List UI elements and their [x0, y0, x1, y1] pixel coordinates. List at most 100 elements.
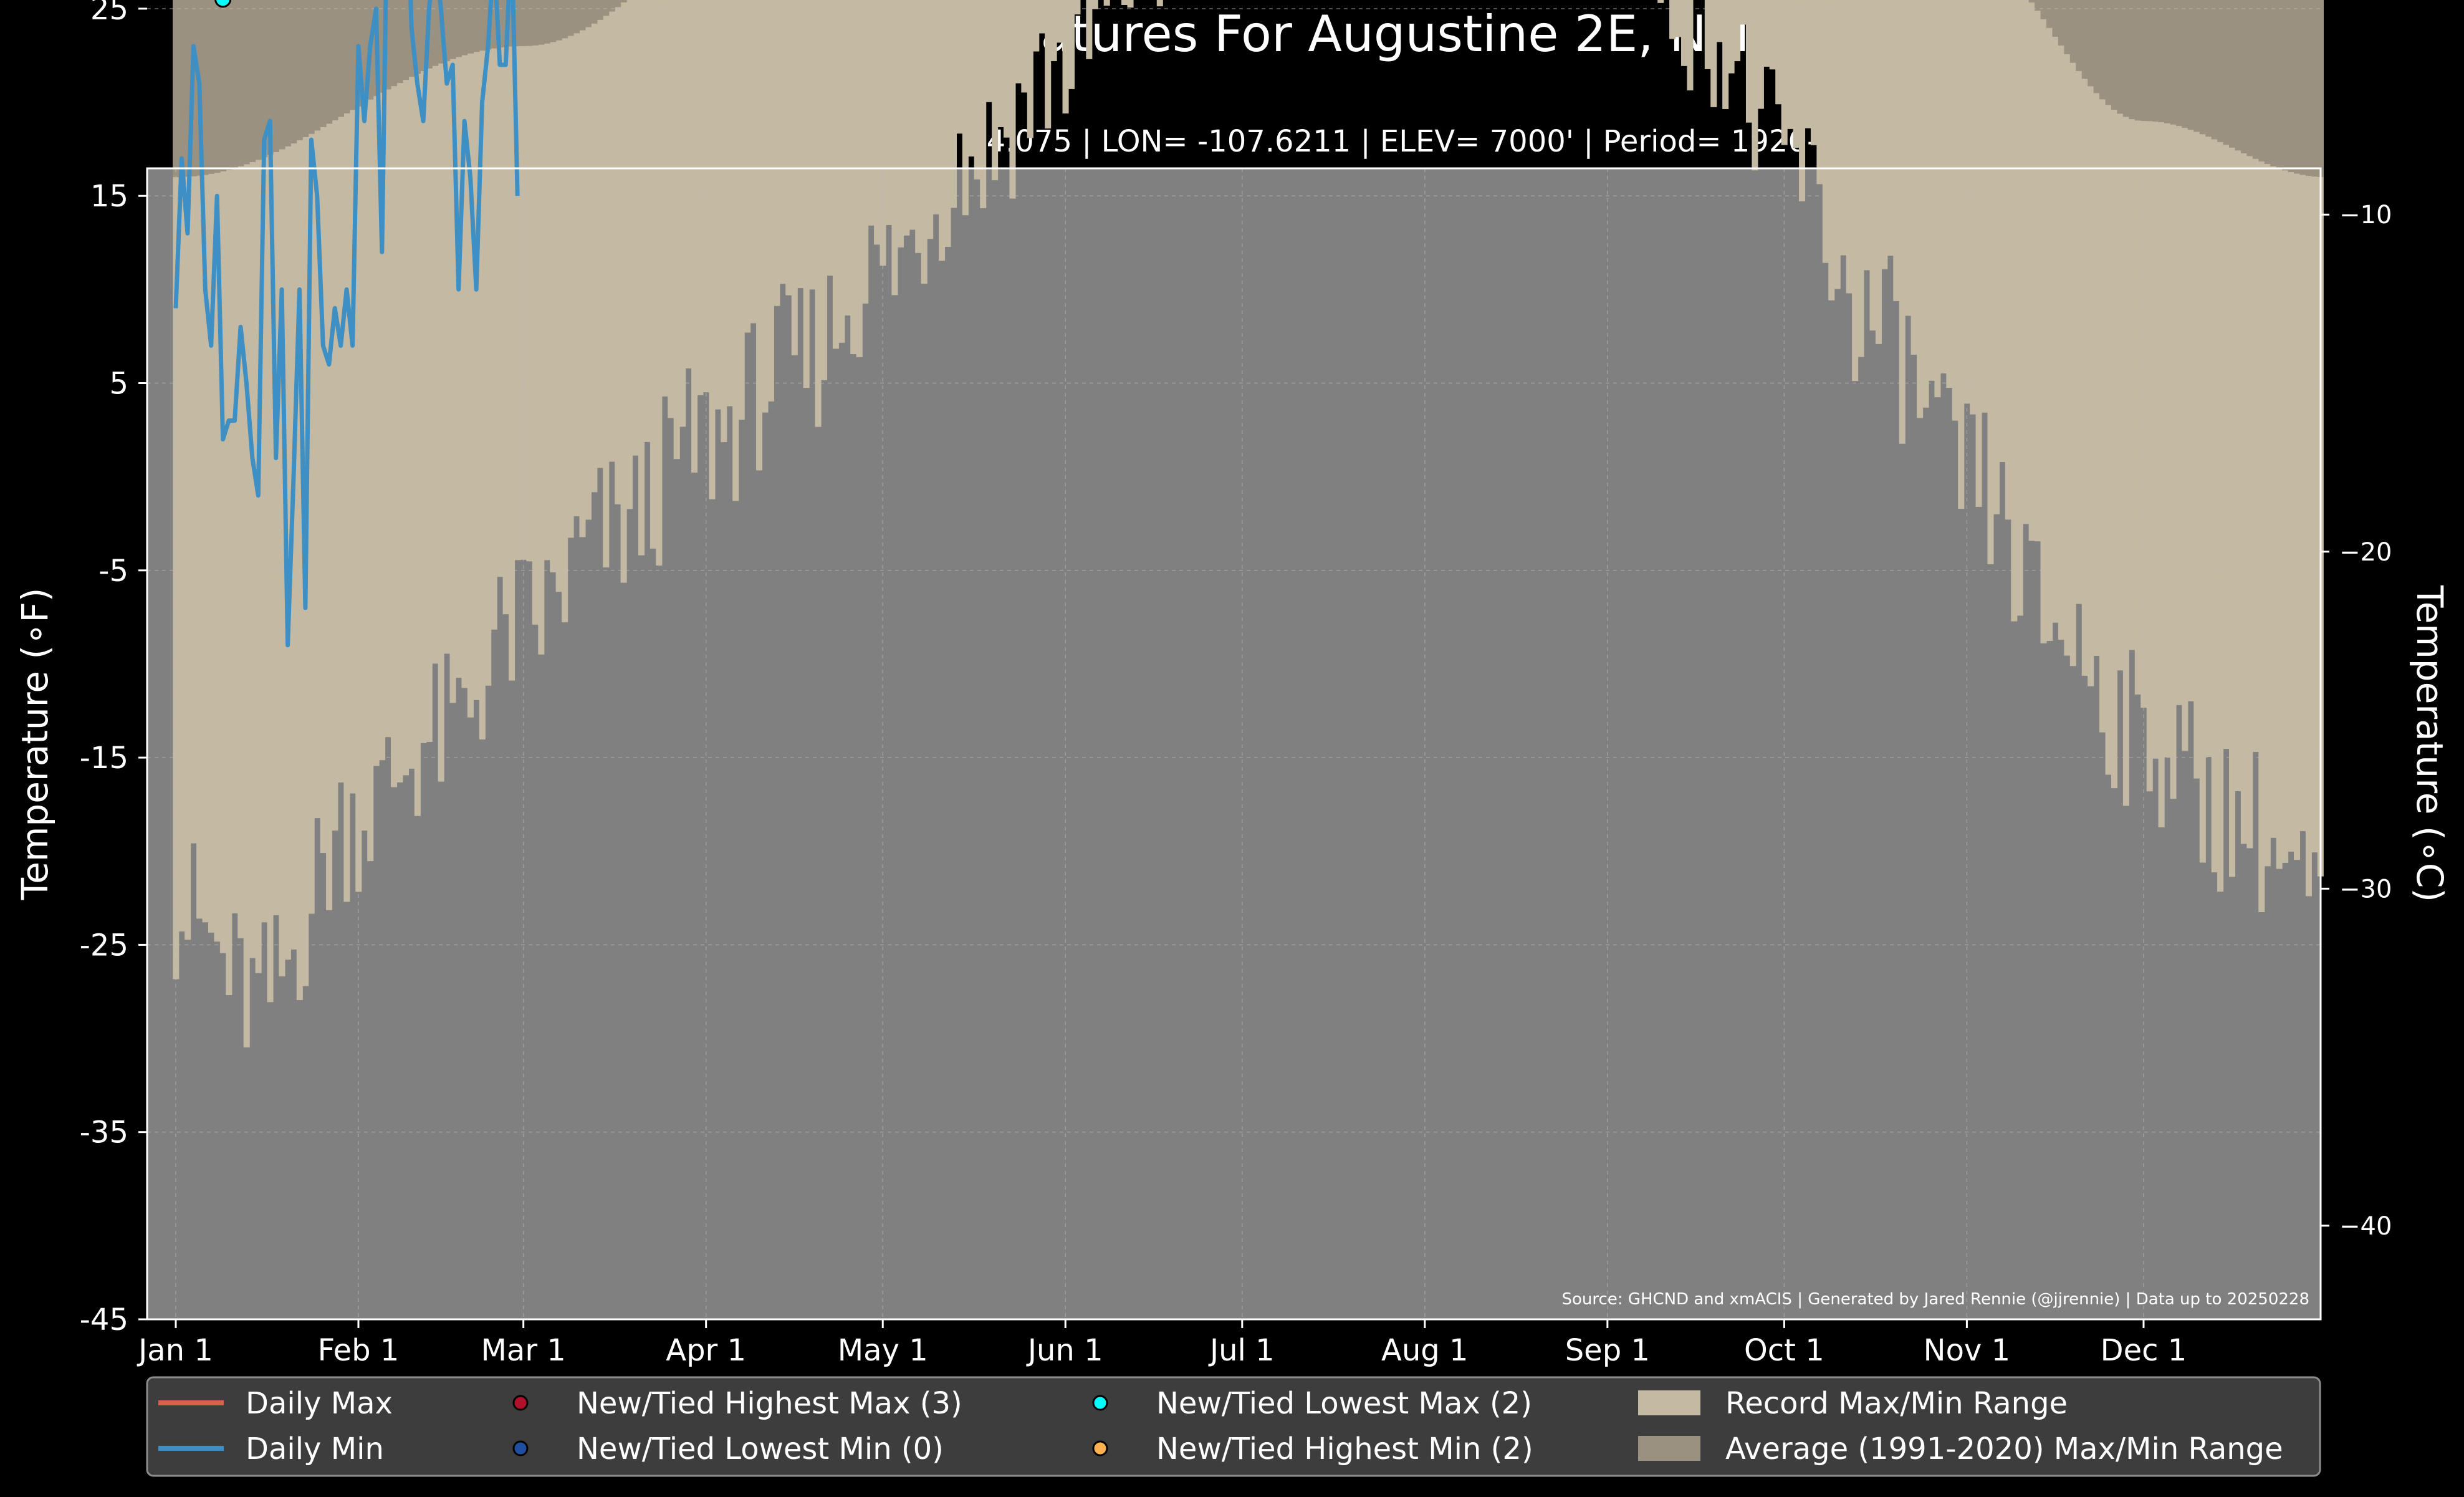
record-range-bar: [891, 0, 898, 296]
normal-range-bar: [591, 0, 598, 24]
record-range-bar: [1734, 0, 1741, 62]
record-range-bar: [414, 0, 421, 816]
record-range-bar: [2122, 0, 2129, 806]
x-tick-label: Oct 1: [1744, 1333, 1824, 1368]
record-range-bar: [314, 0, 321, 819]
record-range-bar: [1050, 0, 1057, 61]
record-range-bar: [1834, 0, 1841, 289]
legend: Daily Max Daily Min New/Tied Highest Max (…: [146, 1376, 2321, 1477]
y-tick-label: -5: [98, 554, 128, 589]
record-range-bar: [2170, 0, 2177, 799]
y2-tick-label: −10: [2339, 201, 2392, 229]
record-range-bar: [650, 0, 656, 549]
record-range-bar: [2276, 0, 2283, 869]
record-range-bar: [467, 0, 474, 718]
normal-range-bar: [214, 0, 221, 173]
record-range-bar: [738, 0, 745, 420]
record-range-bar: [2193, 0, 2200, 779]
record-range-bar: [721, 0, 727, 443]
record-range-bar: [1970, 0, 1977, 415]
record-range-bar: [1881, 0, 1888, 269]
record-range-bar: [750, 0, 757, 324]
record-range-bar: [585, 0, 592, 520]
normal-range-bar: [2040, 0, 2047, 19]
normal-range-bar: [479, 0, 486, 51]
record-range-bar: [1057, 0, 1063, 43]
record-range-bar: [679, 0, 686, 427]
record-range-bar: [2011, 0, 2018, 622]
normal-range-bar: [390, 0, 398, 87]
record-range-bar: [520, 0, 527, 560]
legend-dot-swatch: [512, 1440, 529, 1456]
record-range-bar: [2005, 0, 2011, 520]
normal-range-bar: [2111, 0, 2118, 110]
record-range-bar: [2081, 0, 2088, 676]
record-range-bar: [2270, 0, 2277, 838]
record-range-bar: [509, 0, 515, 681]
record-range-bar: [744, 0, 751, 333]
normal-range-bar: [497, 0, 504, 48]
record-range-bar: [173, 0, 180, 980]
record-range-bar: [885, 0, 893, 225]
normal-range-bar: [349, 0, 356, 110]
record-range-bar: [349, 0, 356, 794]
record-range-bar: [526, 0, 533, 562]
record-range-bar: [296, 0, 303, 1001]
record-range-bar: [1781, 0, 1788, 145]
record-range-bar: [555, 0, 562, 592]
normal-range-bar: [2305, 0, 2312, 176]
record-range-bar: [231, 0, 238, 913]
normal-range-bar: [444, 0, 451, 62]
normal-range-bar: [2069, 0, 2076, 63]
record-range-bar: [214, 0, 221, 942]
record-range-bar: [2246, 0, 2253, 849]
record-range-bar: [426, 0, 433, 743]
record-range-bar: [2111, 0, 2118, 789]
record-range-bar: [726, 0, 733, 407]
normal-range-bar: [2293, 0, 2301, 174]
normal-range-bar: [243, 0, 250, 165]
record-range-bar: [2293, 0, 2301, 860]
record-range-bar: [1086, 0, 1093, 59]
record-range-bar: [497, 0, 504, 577]
record-range-bar: [974, 0, 980, 180]
record-range-bar: [785, 0, 792, 296]
y-tick-label: -35: [80, 1115, 128, 1150]
record-range-bar: [444, 0, 451, 654]
record-range-bar: [838, 0, 845, 343]
normal-range-bar: [2217, 0, 2224, 142]
record-range-bar: [927, 0, 934, 239]
legend-label: Record Max/Min Range: [1725, 1386, 2068, 1421]
record-range-bar: [2040, 0, 2047, 643]
record-range-bar: [1840, 0, 1847, 256]
legend-dot-swatch: [1092, 1395, 1108, 1411]
x-axis: Jan 1 Feb 1 Mar 1 Apr 1 May 1 Jun 1 Jul 1 Aug 1…: [137, 1319, 2187, 1368]
record-range-bar: [591, 0, 598, 493]
record-range-bar: [2052, 0, 2059, 623]
record-range-bar: [1799, 0, 1806, 201]
record-range-bar: [874, 0, 881, 245]
x-tick-label: Dec 1: [2101, 1333, 2187, 1368]
normal-range-bar: [2223, 0, 2230, 145]
record-range-bar: [997, 0, 1004, 127]
record-range-bar: [1121, 0, 1128, 6]
x-tick-label: Nov 1: [1924, 1333, 2010, 1368]
normal-range-bar: [2288, 0, 2294, 173]
record-range-bar: [320, 0, 327, 854]
record-range-bar: [827, 0, 833, 276]
record-range-bar: [1999, 0, 2006, 463]
record-range-bar: [2028, 0, 2035, 541]
record-range-bar: [2129, 0, 2136, 650]
normal-range-bar: [284, 0, 291, 147]
normal-range-bar: [185, 0, 191, 177]
record-range-bar: [1805, 0, 1811, 128]
record-range-bar: [2076, 0, 2083, 604]
normal-range-bar: [532, 0, 539, 46]
normal-range-bar: [526, 0, 533, 46]
normal-range-bar: [2276, 0, 2283, 169]
normal-range-bar: [562, 0, 568, 39]
record-range-bar: [343, 0, 350, 902]
y2-tick-label: −30: [2339, 875, 2392, 903]
record-range-bar: [284, 0, 291, 960]
record-range-bar: [1987, 0, 1994, 565]
